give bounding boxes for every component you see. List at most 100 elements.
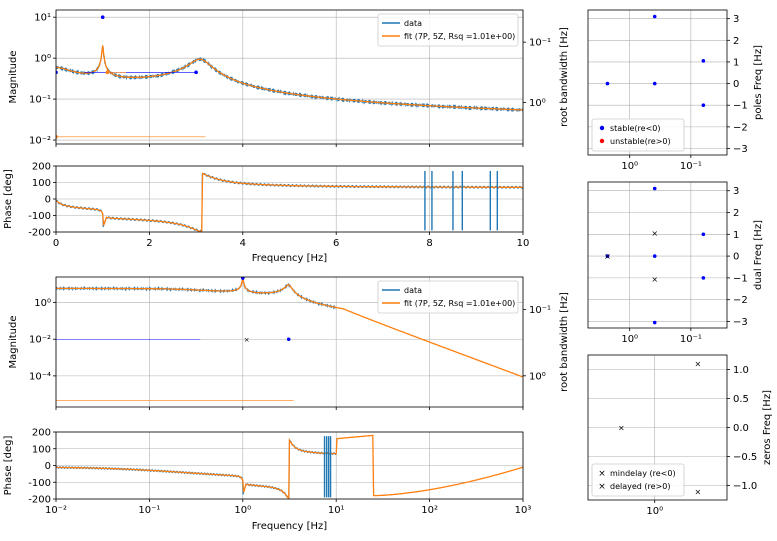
poles-plot-ytick-label: −2 — [733, 122, 748, 133]
lin-phase-xtick-label: 10 — [517, 238, 530, 249]
zeros-plot-legend-box — [591, 463, 685, 497]
log-phase-ytick-label: -200 — [28, 495, 51, 506]
poles-plot-ytick-label: 3 — [733, 14, 739, 25]
poles-plot-legend-label: unstable(re>0) — [610, 137, 671, 146]
lin-mag-pole-marker — [105, 70, 110, 75]
lin-mag-pole-marker — [100, 15, 105, 20]
dual-plot-ytick-label: −3 — [733, 317, 748, 328]
lin-mag-ytick-label: 10⁰ — [34, 54, 51, 65]
lin-mag-y2tick-label: 10⁰ — [529, 98, 546, 109]
lin-phase-ytick-label: 100 — [32, 178, 51, 189]
lin-phase-ytick-label: -100 — [28, 211, 51, 222]
log-phase-xlabel: Frequency [Hz] — [252, 521, 328, 532]
poles-plot-legend-box — [591, 118, 685, 152]
dual-plot-pole-marker — [652, 254, 657, 258]
dual-plot-ylabel: dual Freq [Hz] — [753, 220, 764, 290]
dual-plot-pole-marker — [701, 276, 706, 280]
log-mag-y2tick-label: 10⁻¹ — [529, 305, 551, 316]
log-phase-ytick-label: -100 — [28, 478, 51, 489]
zeros-plot-ytick-label: 1.0 — [733, 365, 749, 376]
lin-phase-fit-line — [56, 172, 523, 232]
dual-plot-pole-marker — [652, 320, 657, 325]
dual-plot-ytick-label: 0 — [733, 252, 739, 263]
poles-plot-ytick-label: −3 — [733, 144, 748, 155]
lin-mag-ytick-label: 10¹ — [34, 13, 51, 24]
poles-plot-frame — [587, 9, 728, 156]
poles-plot-ytick-label: 2 — [733, 36, 739, 47]
zeros-plot-ytick-label: −0.5 — [733, 452, 757, 463]
log-phase-xtick-label: 10² — [421, 505, 438, 516]
log-phase-xtick-label: 10⁰ — [234, 505, 251, 516]
lin-mag-ylabel: Magnitude — [8, 51, 19, 104]
zeros-plot-ylabel: zeros Freq [Hz] — [762, 390, 773, 465]
dual-plot-ytick-label: −2 — [733, 295, 748, 306]
poles-plot-pole-marker — [701, 103, 706, 108]
zeros-plot-legend-label: mindelay (re<0) — [610, 469, 676, 478]
log-phase-ytick-label: 200 — [32, 428, 51, 439]
log-mag-ylabel: Magnitude — [8, 316, 19, 369]
log-phase-data-line — [56, 439, 337, 499]
lin-phase-xtick-label: 4 — [240, 238, 246, 249]
lin-phase-xtick-label: 6 — [333, 238, 339, 249]
lin-mag-frame — [55, 9, 524, 145]
lin-mag-pole-marker — [56, 134, 58, 139]
log-phase-ytick-label: 0 — [45, 461, 51, 472]
lin-phase-xtick-label: 0 — [53, 238, 59, 249]
log-mag-ytick-label: 10⁻² — [29, 335, 51, 346]
poles-plot-pole-marker — [652, 14, 657, 19]
poles-plot-pole-marker — [701, 59, 706, 63]
lin-mag-data-line — [56, 45, 523, 113]
log-phase-ylabel: Phase [deg] — [3, 436, 14, 496]
log-mag-pole-marker — [241, 277, 245, 280]
lin-mag-ytick-label: 10⁻¹ — [29, 95, 51, 106]
dual-plot-xtick-label: 10⁰ — [621, 334, 638, 345]
log-mag-legend-label: fit (7P, 5Z, Rsq =1.01e+00) — [404, 299, 515, 308]
log-mag-ytick-label: 10⁻⁴ — [29, 371, 51, 382]
poles-plot-pole-marker — [605, 81, 610, 86]
poles-plot-ytick-label: 0 — [733, 79, 739, 90]
dual-plot-ytick-label: 1 — [733, 230, 739, 241]
lin-mag-legend-label: fit (7P, 5Z, Rsq =1.01e+00) — [404, 32, 515, 41]
dual-plot-ytick-label: 2 — [733, 208, 739, 219]
log-phase-xtick-label: 10⁻¹ — [138, 505, 160, 516]
poles-plot-ytick-label: −1 — [733, 101, 748, 112]
log-mag-legend-label: data — [404, 286, 422, 295]
dual-plot-pole-marker — [605, 254, 610, 258]
lin-phase-ylabel: Phase [deg] — [3, 169, 14, 229]
log-mag-ytick-label: 10⁰ — [34, 298, 51, 309]
log-phase-xtick-label: 10³ — [515, 505, 532, 516]
lin-phase-ytick-label: -200 — [28, 228, 51, 239]
dual-plot-ytick-label: 3 — [733, 186, 739, 197]
dual-plot-pole-marker — [701, 232, 706, 237]
lin-phase-ytick-label: 200 — [32, 162, 51, 173]
lin-mag-pole-marker — [194, 70, 198, 75]
zeros-plot-legend-label: delayed (re>0) — [610, 482, 670, 491]
zeros-plot-ytick-label: 0.0 — [733, 423, 749, 434]
dual-plot-xtick-label: 10⁻¹ — [680, 334, 702, 345]
zeros-plot-ytick-label: 0.5 — [733, 394, 749, 405]
log-mag-y2label: root bandwidth [Hz] — [559, 292, 570, 392]
zeros-plot-ytick-label: −1.0 — [733, 481, 757, 492]
dual-plot-frame — [587, 181, 728, 329]
log-mag-data-line — [56, 277, 337, 310]
lin-phase-xlabel: Frequency [Hz] — [252, 253, 328, 264]
log-phase-xtick-label: 10¹ — [328, 505, 345, 516]
lin-mag-ytick-label: 10⁻² — [29, 136, 51, 147]
log-mag-y2tick-label: 10⁰ — [529, 371, 546, 382]
lin-mag-legend-box — [377, 13, 519, 47]
zeros-plot-zero-marker: × — [618, 424, 625, 433]
lin-phase-xtick-label: 2 — [146, 238, 152, 249]
poles-plot-pole-marker — [652, 81, 657, 86]
log-mag-legend-box — [377, 280, 519, 314]
lin-mag-fit-line — [56, 45, 523, 111]
zeros-plot-zero-marker: × — [694, 360, 701, 369]
zeros-plot-legend-swatch: × — [598, 469, 606, 479]
log-mag-zero-marker: × — [244, 336, 250, 344]
dual-plot-zero-marker: × — [604, 252, 611, 261]
poles-plot-legend-swatch — [599, 125, 605, 131]
zeros-plot-zero-marker: × — [694, 487, 701, 496]
log-phase-xtick-label: 10⁻² — [45, 505, 67, 516]
poles-plot-xtick-label: 10⁻¹ — [680, 161, 702, 172]
lin-phase-xtick-label: 8 — [426, 238, 432, 249]
log-mag-fit-line — [56, 278, 523, 378]
